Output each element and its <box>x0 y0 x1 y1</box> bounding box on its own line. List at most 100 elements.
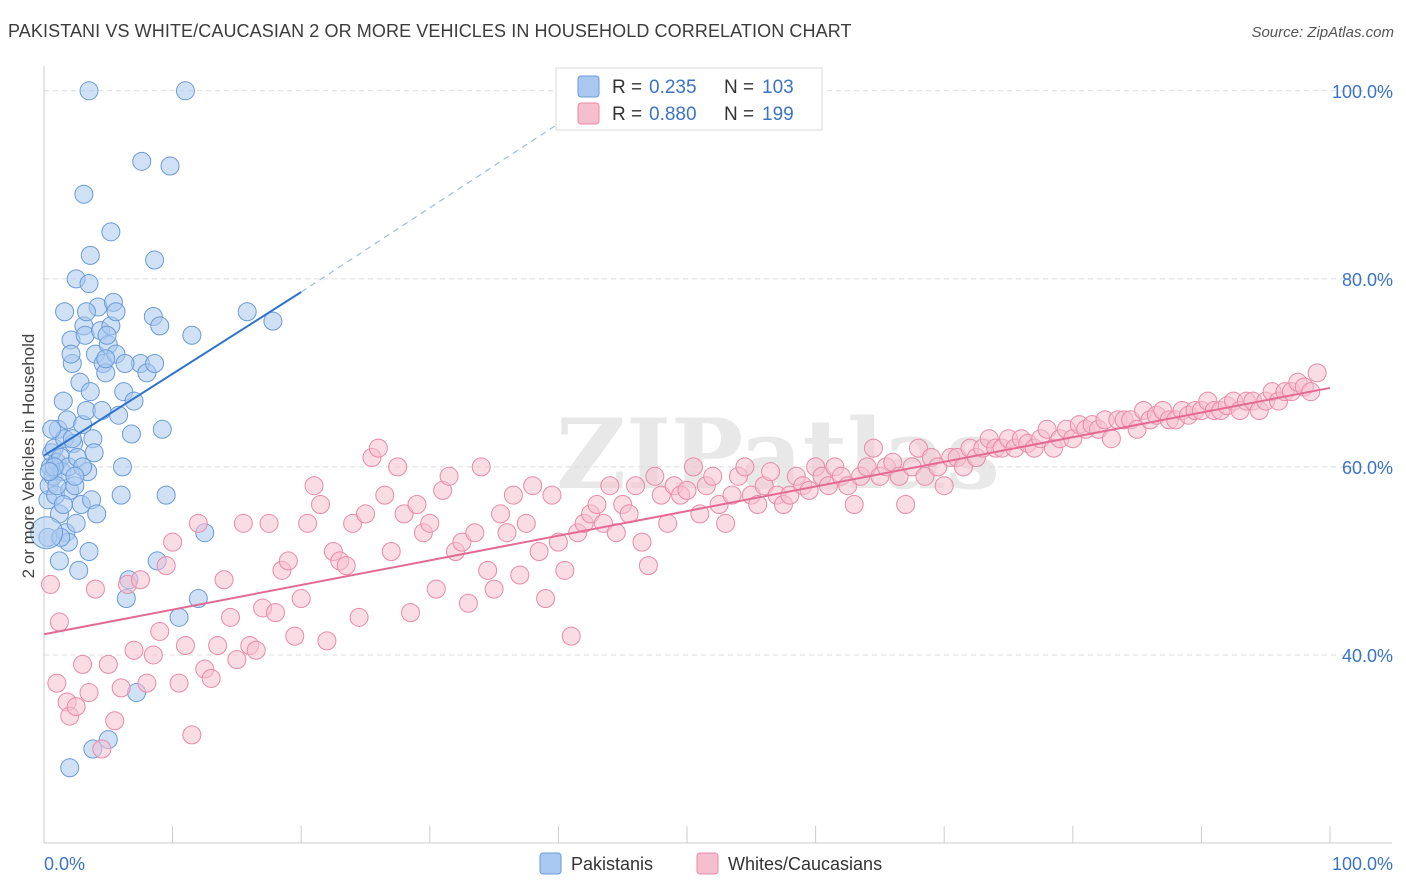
pakistani-point <box>182 325 202 345</box>
pakistani-point <box>263 311 283 331</box>
y-tick-label: 60.0% <box>1342 458 1393 478</box>
white-caucasian-point <box>49 612 69 632</box>
white-caucasian-point <box>220 607 240 627</box>
pakistani-point <box>87 504 107 524</box>
white-caucasian-point <box>105 711 125 731</box>
white-caucasian-point <box>587 495 607 515</box>
white-caucasian-point <box>915 466 935 486</box>
pakistani-point <box>156 485 176 505</box>
legend-n-value-1: 103 <box>762 77 794 98</box>
white-caucasian-point <box>336 556 356 576</box>
white-caucasian-point <box>304 476 324 496</box>
pakistani-point <box>145 353 165 373</box>
white-caucasian-point <box>561 626 581 646</box>
white-caucasian-point <box>638 556 658 576</box>
white-caucasian-point <box>79 683 99 703</box>
white-caucasian-point <box>298 513 318 533</box>
white-caucasian-point <box>896 495 916 515</box>
white-caucasian-point <box>137 673 157 693</box>
source-credit: Source: ZipAtlas.com <box>1251 24 1394 41</box>
pakistani-point <box>61 344 81 364</box>
white-caucasian-point <box>465 523 485 543</box>
pakistani-point <box>55 302 75 322</box>
legend-n-value-2: 199 <box>762 104 794 125</box>
pakistani-point <box>53 495 73 515</box>
y-axis-title: 2 or more Vehicles in Household <box>19 334 38 579</box>
white-caucasian-point <box>452 532 472 552</box>
pakistani-point <box>92 400 112 420</box>
white-caucasian-point <box>407 495 427 515</box>
y-tick-label: 80.0% <box>1342 270 1393 290</box>
white-caucasian-point <box>632 532 652 552</box>
white-caucasian-point <box>484 579 504 599</box>
white-caucasian-point <box>98 654 118 674</box>
pakistani-point <box>112 457 132 477</box>
white-caucasian-point <box>291 589 311 609</box>
white-caucasian-point <box>368 438 388 458</box>
white-caucasian-point <box>555 560 575 580</box>
pakistani-point <box>84 443 104 463</box>
white-caucasian-point <box>265 603 285 623</box>
white-caucasian-point <box>85 579 105 599</box>
white-caucasian-point <box>246 640 266 660</box>
pakistani-point <box>175 81 195 101</box>
white-caucasian-point <box>529 542 549 562</box>
white-caucasian-trend-line <box>43 386 1331 636</box>
white-caucasian-point <box>227 650 247 670</box>
white-caucasian-point <box>259 513 279 533</box>
white-caucasian-point <box>716 513 736 533</box>
legend-whites-label: Whites/Caucasians <box>728 854 882 874</box>
pakistani-point <box>160 156 180 176</box>
white-caucasian-point <box>163 532 183 552</box>
white-caucasian-point <box>1037 419 1057 439</box>
pakistani-point <box>30 516 64 550</box>
white-caucasian-point <box>677 480 697 500</box>
chart-title: PAKISTANI VS WHITE/CAUCASIAN 2 OR MORE V… <box>8 21 852 41</box>
legend-swatch-blue <box>577 75 600 98</box>
white-caucasian-point <box>439 466 459 486</box>
white-caucasian-point <box>1101 429 1121 449</box>
white-caucasian-point <box>516 513 536 533</box>
white-caucasian-point <box>208 636 228 656</box>
white-caucasian-point <box>317 631 337 651</box>
stats-legend: R = 0.235 N = 103 R = 0.880 N = 199 <box>555 67 823 131</box>
legend-r-value-2: 0.880 <box>649 104 697 125</box>
white-caucasian-point <box>844 495 864 515</box>
pakistani-point <box>150 316 170 336</box>
pakistani-point <box>132 151 152 171</box>
white-caucasian-point <box>497 523 517 543</box>
legend-n-label-1: N = <box>724 77 754 98</box>
white-caucasian-point <box>310 495 330 515</box>
pakistani-point <box>79 81 99 101</box>
pakistani-point <box>74 184 94 204</box>
white-caucasian-point <box>548 532 568 552</box>
white-caucasian-point <box>510 565 530 585</box>
white-caucasian-point <box>626 476 646 496</box>
white-caucasian-point <box>761 462 781 482</box>
white-caucasian-point <box>150 621 170 641</box>
pakistani-point <box>79 542 99 562</box>
legend-swatch-pink <box>577 102 600 125</box>
legend-r-label-2: R = <box>612 104 642 125</box>
pakistani-point <box>97 325 117 345</box>
white-caucasian-point <box>523 476 543 496</box>
white-caucasian-point <box>356 504 375 524</box>
pakistani-point <box>39 462 59 482</box>
white-caucasian-point <box>478 560 498 580</box>
white-caucasian-point <box>536 589 556 609</box>
white-caucasian-point <box>748 495 768 515</box>
white-caucasian-point <box>214 570 234 590</box>
white-caucasian-point <box>73 654 93 674</box>
pakistani-point <box>80 245 100 265</box>
pakistani-point <box>80 382 100 402</box>
series-whites-caucasians <box>40 363 1327 759</box>
pakistani-point <box>79 274 99 294</box>
white-caucasian-point <box>735 457 755 477</box>
tick-labels: 40.0% 60.0% 80.0% 100.0% 0.0% 100.0% <box>44 82 1393 874</box>
pakistani-point <box>152 419 172 439</box>
pakistani-point <box>145 250 165 270</box>
white-caucasian-point <box>420 513 440 533</box>
white-caucasian-point <box>651 485 671 505</box>
pakistani-point <box>66 513 86 533</box>
